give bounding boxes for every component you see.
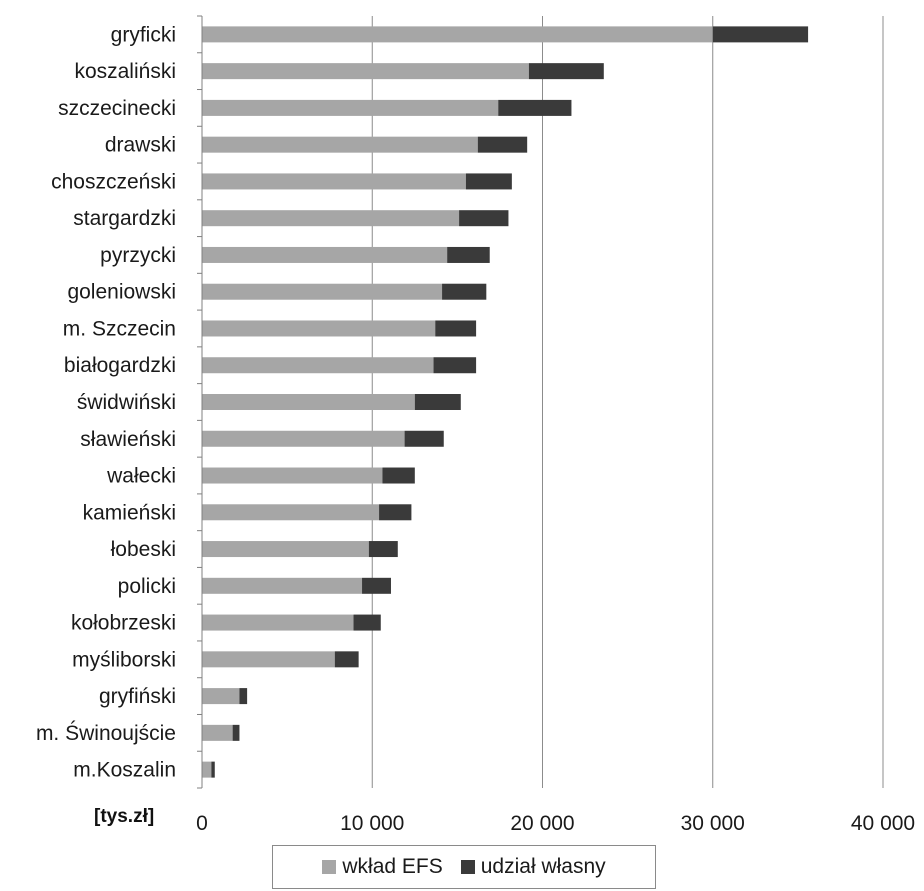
bar-udzial-wlasny	[239, 688, 248, 705]
bar-udzial-wlasny	[442, 283, 487, 300]
legend-swatch-udzial-wlasny	[460, 860, 475, 874]
category-label: m. Szczecin	[63, 317, 176, 340]
x-tick-label: 30 000	[681, 812, 745, 835]
bar-wklad-efs	[202, 651, 335, 668]
bar-wklad-efs	[202, 504, 380, 521]
legend-item-wklad-efs: wkład EFS	[322, 855, 443, 879]
bar-udzial-wlasny	[334, 651, 359, 668]
bar-udzial-wlasny	[379, 504, 412, 521]
bar-wklad-efs	[202, 283, 443, 300]
bar-wklad-efs	[202, 394, 415, 410]
bar-udzial-wlasny	[382, 467, 415, 484]
legend-item-udzial-wlasny: udział własny	[460, 855, 606, 879]
bar-wklad-efs	[202, 577, 363, 594]
bar-wklad-efs	[202, 210, 460, 227]
category-label: m.Koszalin	[73, 759, 176, 782]
bar-wklad-efs	[202, 614, 354, 631]
bar-udzial-wlasny	[712, 26, 809, 43]
category-label: gryficki	[111, 23, 176, 46]
bar-wklad-efs	[202, 688, 240, 705]
legend-label-udzial-wlasny: udział własny	[480, 855, 606, 878]
category-label: myśliborski	[72, 648, 176, 671]
bar-udzial-wlasny	[414, 394, 461, 410]
bar-udzial-wlasny	[528, 63, 604, 80]
category-labels: gryficki koszaliński szczecinecki drawski ch…	[36, 23, 176, 781]
category-label: drawski	[105, 134, 176, 157]
x-tick-labels: 0 10 000 20 000 30 000 40 000	[196, 812, 915, 835]
bar-wklad-efs	[202, 173, 466, 190]
bar-udzial-wlasny	[211, 761, 215, 778]
bar-udzial-wlasny	[447, 246, 490, 263]
x-tick-label: 20 000	[510, 812, 574, 835]
bar-wklad-efs	[202, 246, 448, 263]
bar-wklad-efs	[202, 541, 369, 558]
category-label: gryfiński	[99, 685, 176, 708]
bar-udzial-wlasny	[498, 99, 572, 116]
category-label: stargardzki	[73, 207, 176, 230]
category-label: łobeski	[111, 538, 176, 561]
bar-wklad-efs	[202, 136, 478, 153]
unit-label: [tys.zł]	[94, 806, 154, 827]
bar-udzial-wlasny	[368, 541, 398, 558]
category-label: pyrzycki	[100, 244, 176, 267]
x-tick-label: 0	[196, 812, 208, 835]
bar-wklad-efs	[202, 320, 436, 337]
x-tick-label: 10 000	[340, 812, 404, 835]
gridlines	[197, 15, 884, 789]
category-label: m. Świnoujście	[36, 721, 176, 745]
bars	[202, 26, 809, 778]
bar-wklad-efs	[202, 357, 434, 374]
bar-wklad-efs	[202, 99, 499, 116]
category-label: wałecki	[106, 465, 176, 488]
bar-udzial-wlasny	[353, 614, 381, 631]
category-label: sławieński	[80, 428, 176, 451]
category-label: choszczeński	[51, 170, 176, 193]
bar-wklad-efs	[202, 724, 233, 741]
bar-udzial-wlasny	[435, 320, 477, 337]
category-label: goleniowski	[67, 281, 176, 304]
bar-udzial-wlasny	[433, 357, 477, 374]
category-label: szczecinecki	[58, 97, 176, 120]
bar-udzial-wlasny	[404, 430, 444, 447]
bar-wklad-efs	[202, 63, 529, 80]
bar-udzial-wlasny	[465, 173, 512, 190]
category-label: kamieński	[83, 501, 176, 524]
bar-wklad-efs	[202, 467, 383, 484]
legend-swatch-wklad-efs	[322, 860, 337, 874]
bar-wklad-efs	[202, 430, 405, 447]
bar-udzial-wlasny	[459, 210, 509, 227]
legend: wkład EFS udział własny	[272, 845, 656, 889]
bar-udzial-wlasny	[362, 577, 391, 594]
category-label: koszaliński	[74, 60, 176, 83]
category-label: policki	[118, 575, 176, 598]
category-label: kołobrzeski	[71, 612, 176, 635]
x-tick-label: 40 000	[851, 812, 915, 835]
category-label: białogardzki	[64, 354, 176, 377]
bar-udzial-wlasny	[232, 724, 240, 741]
bar-wklad-efs	[202, 761, 212, 778]
bar-udzial-wlasny	[477, 136, 528, 153]
bar-wklad-efs	[202, 26, 713, 43]
legend-label-wklad-efs: wkład EFS	[342, 855, 443, 878]
category-label: świdwiński	[77, 391, 176, 414]
